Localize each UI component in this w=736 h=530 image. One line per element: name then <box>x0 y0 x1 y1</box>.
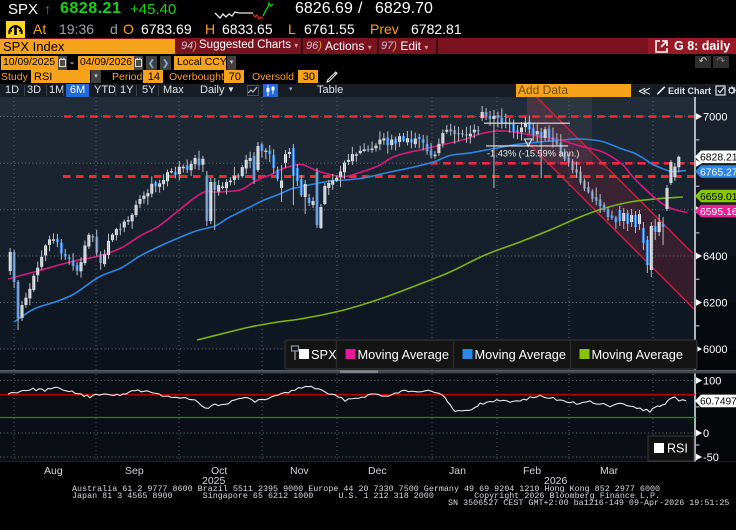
svg-text:100: 100 <box>703 376 721 388</box>
svg-text:-1.43% (-15.59% ann.): -1.43% (-15.59% ann.) <box>487 149 579 159</box>
svg-text:7000: 7000 <box>703 112 727 124</box>
svg-text:6000: 6000 <box>703 344 727 356</box>
svg-text:6200: 6200 <box>703 298 727 310</box>
svg-text:RSI: RSI <box>667 442 688 456</box>
svg-text:-50: -50 <box>703 452 719 462</box>
svg-text:0: 0 <box>703 428 709 440</box>
svg-text:Moving Average: Moving Average <box>358 347 450 362</box>
svg-text:6595.16: 6595.16 <box>700 207 736 218</box>
svg-text:6765.27: 6765.27 <box>700 167 736 178</box>
svg-text:SPX: SPX <box>311 347 337 362</box>
svg-text:Moving Average: Moving Average <box>592 347 684 362</box>
svg-text:60.7497: 60.7497 <box>700 397 736 408</box>
svg-text:6659.01: 6659.01 <box>700 192 736 203</box>
svg-text:6828.21: 6828.21 <box>700 153 736 164</box>
svg-text:6400: 6400 <box>703 251 727 263</box>
svg-text:Moving Average: Moving Average <box>475 347 567 362</box>
